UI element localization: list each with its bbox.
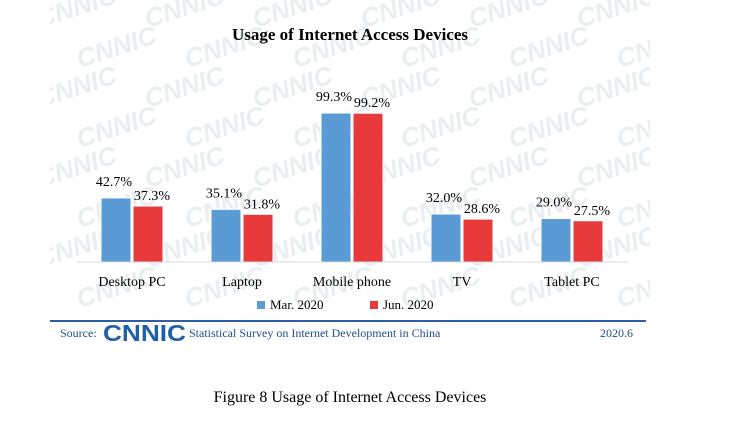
- watermark-text: CNNIC: [73, 19, 162, 73]
- bar-laptop-mar: [210, 208, 242, 263]
- watermark-text: CNNIC: [681, 219, 736, 273]
- watermark-text: CNNIC: [573, 0, 662, 34]
- legend-swatch-jun: [370, 301, 378, 309]
- watermark-text: CNNIC: [613, 259, 702, 313]
- bar-tv-mar: [430, 213, 462, 263]
- watermark-text: CNNIC: [33, 0, 122, 34]
- value-labels: 42.7%37.3% 35.1%31.8% 99.3% 99.2% 32.0%28.6%…: [96, 90, 611, 219]
- category-label: Mobile phone: [313, 275, 391, 290]
- watermark-text: CNNIC: [613, 179, 702, 233]
- watermark-text: CNNIC: [721, 19, 736, 73]
- cnnic-logo: CNNIC: [103, 320, 186, 346]
- bar-desktop-pc-jun: [132, 205, 164, 263]
- bar-desktop-pc-mar: [100, 197, 132, 263]
- legend: Mar. 2020 Jun. 2020: [257, 297, 434, 312]
- source-bar: Source: CNNIC Statistical Survey on Inte…: [60, 320, 633, 346]
- value-label-jun: 37.3%: [134, 189, 171, 204]
- watermark-text: CNNIC: [73, 99, 162, 153]
- chart-title: Usage of Internet Access Devices: [232, 25, 468, 44]
- watermark-text: CNNIC: [681, 139, 736, 193]
- bars-group: [100, 112, 604, 263]
- watermark-text: CNNIC: [397, 99, 486, 153]
- value-label-jun: 99.2%: [354, 96, 391, 111]
- value-label-mar: 35.1%: [206, 186, 243, 201]
- value-label-jun: 27.5%: [574, 204, 611, 219]
- watermark-text: CNNIC: [721, 99, 736, 153]
- value-label-mar: 32.0%: [426, 191, 463, 206]
- watermark-text: CNNIC: [465, 59, 554, 113]
- watermark-text: CNNIC: [141, 0, 230, 34]
- watermark-text: CNNIC: [465, 139, 554, 193]
- value-label-mar: 99.3%: [316, 90, 353, 105]
- watermark-text: CNNIC: [573, 139, 662, 193]
- category-labels: Desktop PC Laptop Mobile phone TV Tablet PC: [98, 275, 599, 290]
- figure-caption: Figure 8 Usage of Internet Access Device…: [214, 389, 487, 406]
- watermark-layer: CNNIC CNNIC CNNIC CNNIC CNNIC CNNIC CNNICCNNIC…: [33, 0, 736, 314]
- source-label: Source:: [60, 326, 97, 340]
- legend-swatch-mar: [257, 301, 265, 309]
- watermark-text: CNNIC: [505, 19, 594, 73]
- value-label-mar: 42.7%: [96, 175, 133, 190]
- source-date: 2020.6: [600, 326, 633, 340]
- bar-tablet-pc-mar: [540, 218, 572, 263]
- category-label: Tablet PC: [544, 275, 599, 290]
- value-label-mar: 29.0%: [536, 196, 573, 211]
- category-label: TV: [453, 275, 472, 290]
- category-label: Laptop: [222, 275, 262, 290]
- watermark-text: CNNIC: [721, 179, 736, 233]
- bar-laptop-jun: [242, 213, 274, 263]
- watermark-text: CNNIC: [181, 99, 270, 153]
- bar-mobile-phone-mar: [320, 112, 352, 263]
- watermark-text: CNNIC: [141, 59, 230, 113]
- source-text: Statistical Survey on Internet Developme…: [189, 326, 441, 340]
- watermark-text: CNNIC: [681, 0, 736, 34]
- bar-mobile-phone-jun: [352, 112, 384, 263]
- value-label-jun: 31.8%: [244, 197, 281, 212]
- watermark-text: CNNIC: [249, 59, 338, 113]
- watermark-text: CNNIC: [465, 0, 554, 34]
- watermark-text: CNNIC: [505, 99, 594, 153]
- bar-tv-jun: [462, 218, 494, 263]
- watermark-text: CNNIC: [681, 59, 736, 113]
- legend-label-mar: Mar. 2020: [270, 297, 323, 312]
- watermark-text: CNNIC: [613, 19, 702, 73]
- watermark-text: CNNIC: [573, 59, 662, 113]
- watermark-text: CNNIC: [613, 99, 702, 153]
- category-label: Desktop PC: [98, 275, 165, 290]
- value-label-jun: 28.6%: [464, 202, 501, 217]
- bar-tablet-pc-jun: [572, 220, 604, 263]
- legend-label-jun: Jun. 2020: [383, 297, 434, 312]
- watermark-text: CNNIC: [721, 259, 736, 313]
- watermark-text: CNNIC: [33, 59, 122, 113]
